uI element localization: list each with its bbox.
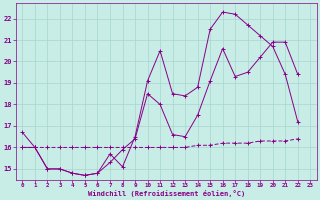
- X-axis label: Windchill (Refroidissement éolien,°C): Windchill (Refroidissement éolien,°C): [88, 190, 245, 197]
